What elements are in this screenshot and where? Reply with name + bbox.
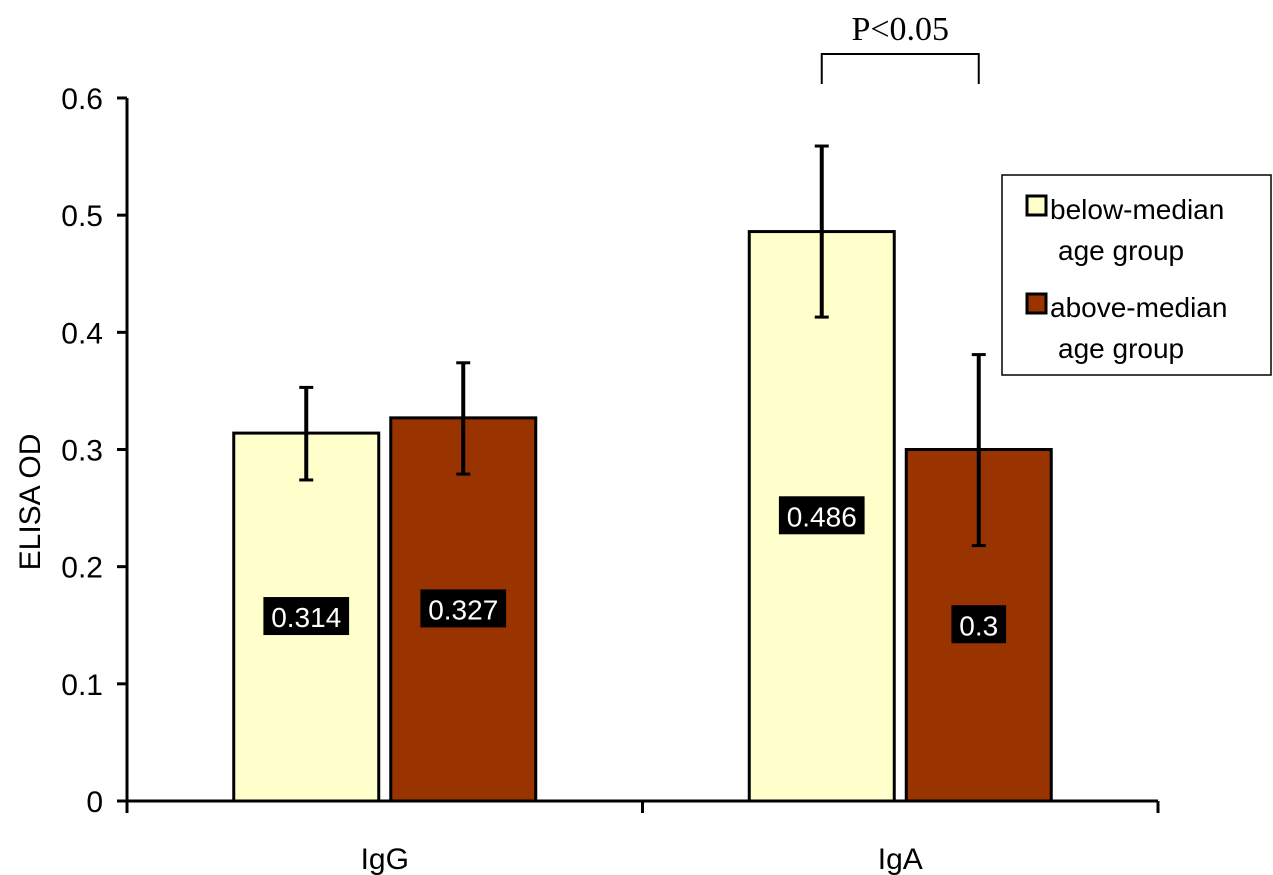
data-label-IgG-series-0: 0.314 (263, 597, 350, 636)
x-category-label: IgA (878, 843, 923, 875)
data-label-text: 0.486 (787, 501, 857, 532)
legend-label-above-median-line2: age group (1058, 333, 1184, 364)
legend-label-above-median-line1: above-median (1050, 292, 1227, 323)
x-category-label: IgG (361, 843, 409, 875)
data-label-IgG-series-1: 0.327 (420, 589, 507, 628)
y-tick-label: 0.4 (61, 317, 103, 350)
data-label-text: 0.314 (271, 602, 341, 633)
annotation-layer: P<0.05 (820, 11, 980, 84)
y-tick-label: 0.6 (61, 83, 103, 116)
y-axis-title: ELISA OD (14, 434, 47, 571)
legend-swatch-above-median (1025, 292, 1048, 315)
legend-label-below-median-line1: below-median (1050, 194, 1224, 225)
data-label-text: 0.327 (428, 595, 498, 626)
data-label-IgA-series-0: 0.486 (778, 496, 865, 535)
data-label-text: 0.3 (959, 610, 998, 641)
significance-bracket: P<0.05 (820, 11, 980, 84)
error-bars-layer (299, 144, 986, 548)
y-tick-label: 0.1 (61, 669, 103, 702)
bracket-line (820, 53, 980, 84)
data-label-bg (778, 496, 865, 535)
legend: below-median age group above-median age … (1001, 174, 1272, 376)
y-tick-label: 0 (86, 786, 103, 819)
y-tick-label: 0.5 (61, 200, 103, 233)
y-tick-label: 0.3 (61, 435, 103, 468)
data-label-bg (951, 605, 1007, 644)
significance-label: P<0.05 (851, 11, 949, 48)
y-tick-label: 0.2 (61, 552, 103, 585)
bars-layer (232, 230, 1053, 803)
data-label-bg (263, 597, 350, 636)
legend-swatch-below-median (1025, 194, 1048, 217)
data-label-IgA-series-1: 0.3 (951, 605, 1007, 644)
data-labels-layer: 0.314 0.327 0.486 0.3 (263, 496, 1007, 644)
axes-layer: 0 0.1 0.2 0.3 0.4 0.5 0.6 IgG IgA (61, 83, 1160, 875)
data-label-bg (420, 589, 507, 628)
legend-label-below-median-line2: age group (1058, 235, 1184, 266)
